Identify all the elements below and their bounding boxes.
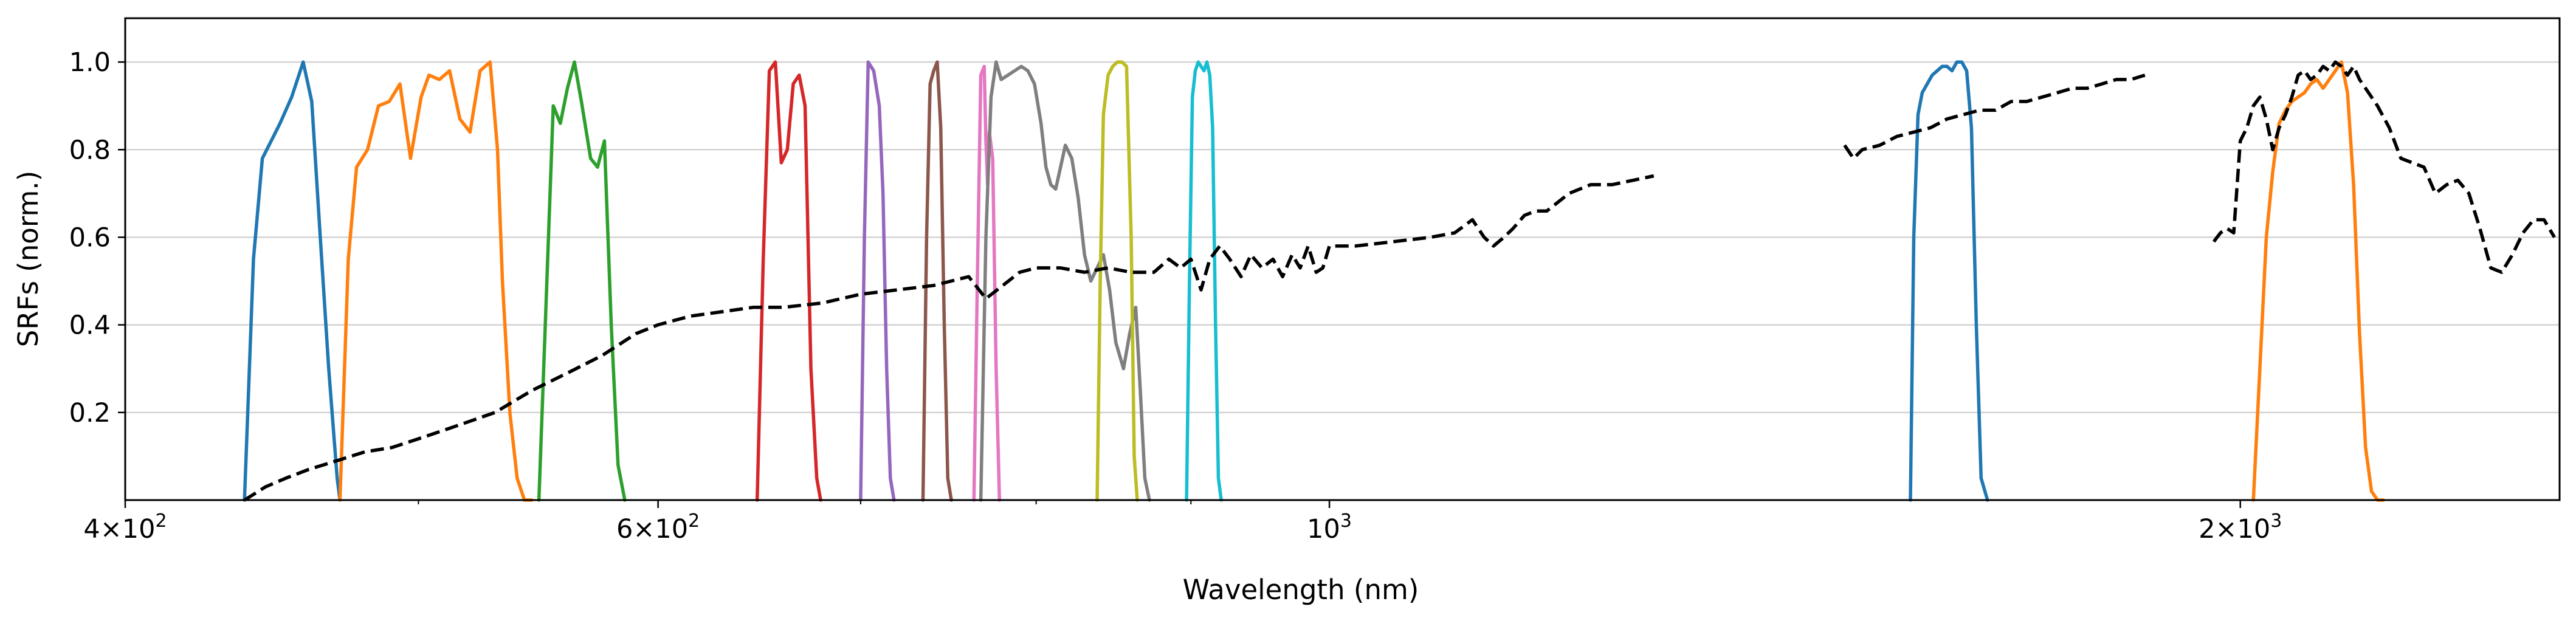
series-line-1 xyxy=(338,60,534,502)
x-tick-label: 6×102 xyxy=(616,510,700,544)
series-line-5 xyxy=(921,60,953,502)
series-line-12 xyxy=(243,174,1655,502)
grid-lines xyxy=(125,61,2560,414)
x-tick-label: 103 xyxy=(1307,510,1352,544)
tick-labels: 0.2 0.4 0.6 0.8 1.0 4×102 6×102 103 2×103 xyxy=(69,47,2282,544)
series-line-8 xyxy=(1095,60,1139,502)
series-line-14 xyxy=(2212,60,2556,274)
series-line-9 xyxy=(1185,60,1223,502)
y-tick-label: 0.2 xyxy=(69,398,111,428)
series-line-2 xyxy=(537,60,627,502)
x-tick-label: 4×102 xyxy=(83,510,167,544)
y-tick-label: 0.6 xyxy=(69,222,111,253)
x-tick-label: 2×103 xyxy=(2199,510,2282,544)
plot-frame xyxy=(124,17,2561,501)
y-tick-label: 0.4 xyxy=(69,310,111,341)
series-line-7 xyxy=(979,60,1151,502)
axis-ticks xyxy=(118,61,2241,508)
series-line-13 xyxy=(1843,74,2146,160)
x-axis-label: Wavelength (nm) xyxy=(1183,574,1419,606)
series-line-11 xyxy=(2251,60,2385,502)
series-line-6 xyxy=(972,64,1002,502)
series-line-3 xyxy=(755,60,822,502)
series-group xyxy=(243,60,2556,502)
series-line-0 xyxy=(243,60,342,502)
y-tick-label: 1.0 xyxy=(69,47,111,78)
y-tick-label: 0.8 xyxy=(69,135,111,165)
y-axis-label: SRFs (norm.) xyxy=(12,171,44,347)
series-line-10 xyxy=(1909,60,1989,502)
series-line-4 xyxy=(859,60,896,502)
